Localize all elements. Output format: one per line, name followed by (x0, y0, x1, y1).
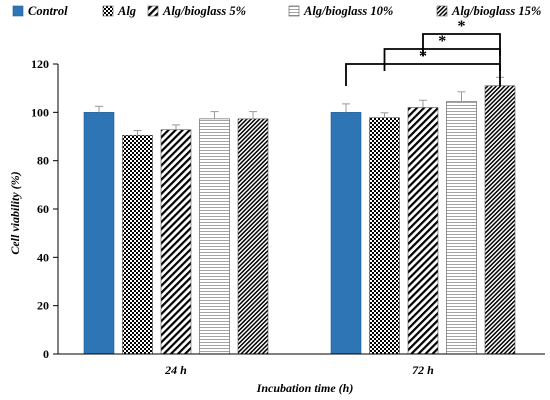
x-tick-label: 24 h (164, 363, 187, 377)
legend-label: Alg/bioglass 5% (162, 4, 246, 18)
bar-0-0 (83, 112, 115, 355)
legend-swatch (436, 5, 448, 17)
y-tick-label: 120 (31, 57, 49, 71)
significance-star: * (438, 33, 446, 50)
legend-swatch (12, 5, 24, 17)
significance-bracket (422, 33, 501, 56)
y-tick-label: 80 (37, 154, 49, 168)
bar-0-1 (122, 134, 153, 355)
legend-swatch (102, 5, 114, 17)
significance-bracket (345, 63, 501, 86)
bar-1-2 (407, 107, 439, 355)
legend-label: Alg (117, 4, 136, 18)
bar-1-1 (369, 117, 400, 355)
bar-0-3 (199, 118, 230, 355)
bar-1-4 (484, 85, 516, 355)
y-axis-title: Cell viability (%) (8, 171, 22, 254)
significance-star: * (419, 48, 427, 65)
bar-1-0 (330, 112, 362, 355)
legend-label: Alg/bioglass 15% (451, 4, 541, 18)
bar-1-3 (446, 101, 477, 355)
y-tick-label: 0 (43, 347, 49, 361)
y-tick-label: 100 (31, 105, 49, 119)
x-axis-title: Incubation time (h) (256, 381, 354, 395)
legend-label: Alg/bioglass 10% (303, 4, 393, 18)
legend: Control Alg Alg/bioglass 5% Alg/bioglass 10… (12, 4, 541, 18)
y-axis: 0 20 40 60 80 100 120 (31, 57, 59, 361)
y-tick-label: 60 (37, 202, 49, 216)
legend-label: Control (28, 4, 68, 18)
legend-swatch (288, 5, 300, 17)
bar-0-2 (160, 129, 192, 355)
bars (83, 76, 516, 355)
legend-swatch (147, 5, 159, 17)
significance-star: * (458, 18, 466, 35)
x-tick-label: 72 h (412, 363, 434, 377)
y-tick-label: 40 (37, 250, 49, 264)
y-tick-label: 20 (37, 299, 49, 313)
x-axis: 24 h 72 h (58, 353, 545, 377)
significance-bracket (383, 48, 501, 71)
significance-brackets: * * * (345, 18, 501, 86)
bar-0-4 (237, 118, 269, 355)
